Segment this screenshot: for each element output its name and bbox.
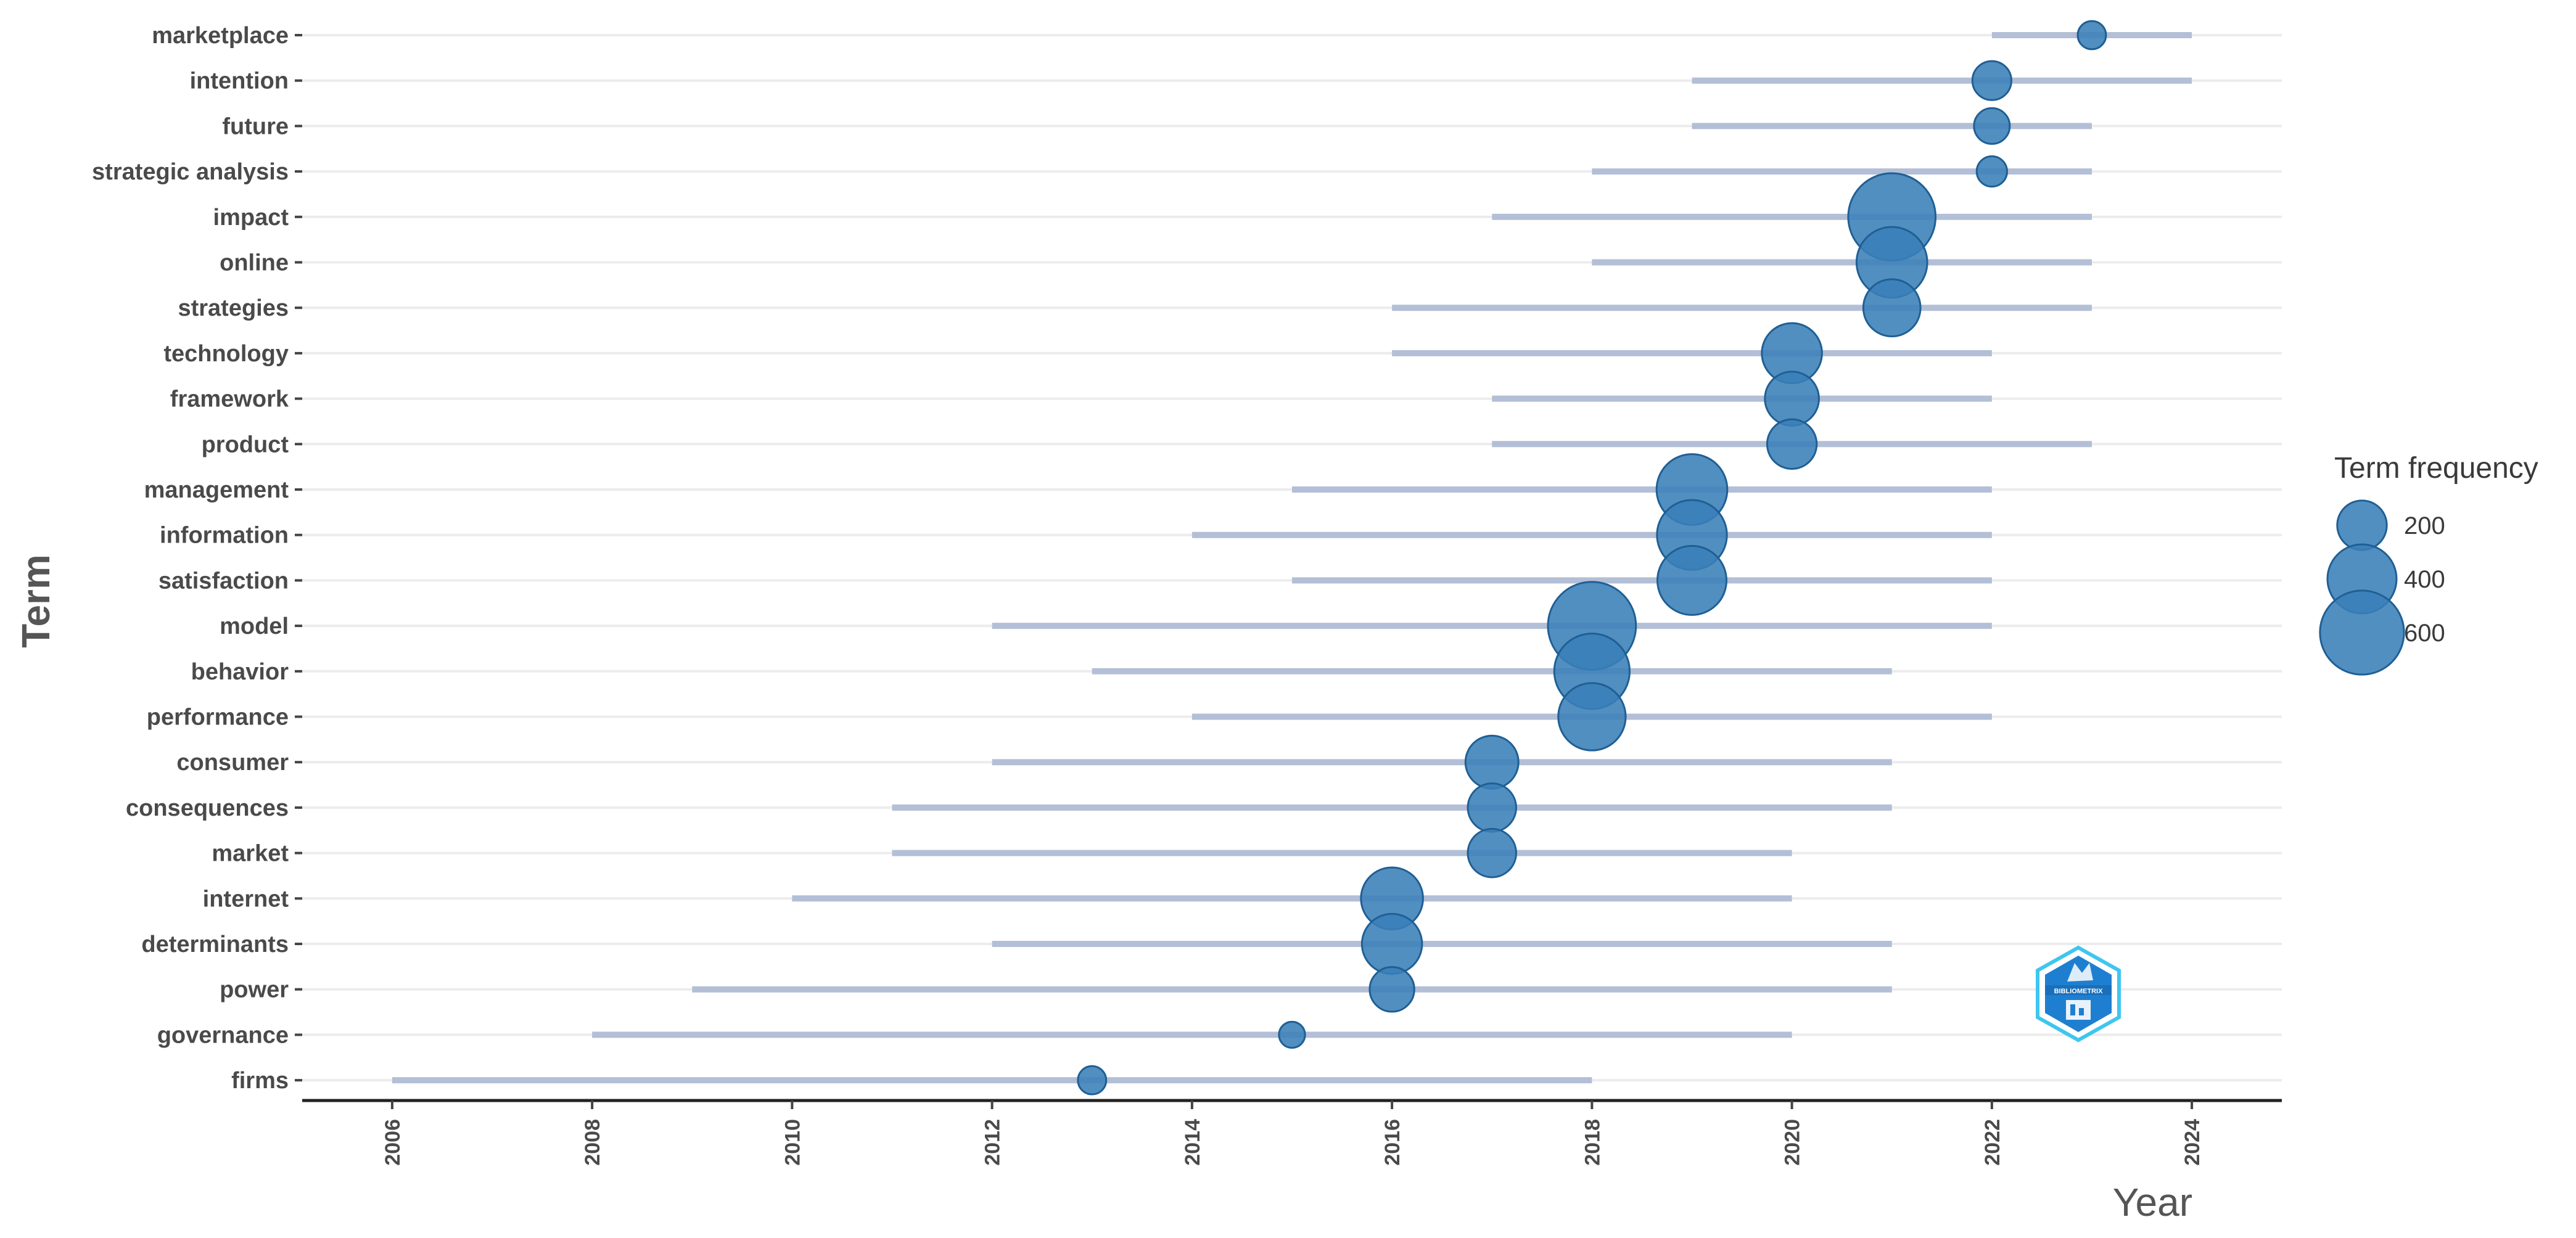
grid-lines <box>302 34 2282 1082</box>
point-framework <box>1764 371 1820 427</box>
y-axis-title: Term <box>14 554 58 648</box>
term-label-behavior: behavior <box>191 659 289 685</box>
legend-label-400: 400 <box>2404 566 2445 593</box>
point-satisfaction <box>1656 544 1727 616</box>
term-label-strategies: strategies <box>178 295 289 321</box>
point-consumer <box>1464 734 1520 790</box>
x-tick-label-2024: 2024 <box>2181 1119 2204 1166</box>
term-label-consumer: consumer <box>176 750 289 776</box>
term-label-determinants: determinants <box>141 932 289 957</box>
legend-key-600 <box>2319 589 2405 676</box>
x-axis: 2006 2008 2010 2012 2014 2016 2018 2020 2022 2024 <box>302 1099 2282 1166</box>
term-label-model: model <box>220 613 289 639</box>
point-consequences <box>1467 782 1517 833</box>
legend-key-200 <box>2336 499 2388 551</box>
term-label-management: management <box>144 477 289 503</box>
x-tick-label-2020: 2020 <box>1781 1119 1804 1166</box>
term-label-satisfaction: satisfaction <box>158 568 289 594</box>
point-governance <box>1278 1020 1306 1049</box>
point-performance <box>1557 682 1627 752</box>
term-label-performance: performance <box>147 705 289 731</box>
term-label-strategic-analysis: strategic analysis <box>92 159 289 185</box>
term-labels: marketplace intention future strategic anal… <box>92 23 302 1094</box>
logo-text: BIBLIOMETRIX <box>2054 988 2103 995</box>
point-future <box>1973 107 2011 145</box>
term-label-firms: firms <box>231 1068 289 1094</box>
x-tick-label-2022: 2022 <box>1981 1119 2004 1166</box>
term-label-power: power <box>220 977 289 1003</box>
term-label-online: online <box>220 250 289 276</box>
term-label-market: market <box>212 841 289 867</box>
legend-label-200: 200 <box>2404 512 2445 539</box>
x-tick-label-2016: 2016 <box>1381 1119 1404 1166</box>
x-axis-title: Year <box>2113 1180 2192 1224</box>
legend: Term frequency 200 400 600 <box>2319 452 2538 676</box>
term-label-impact: impact <box>213 205 289 231</box>
x-tick-label-2012: 2012 <box>981 1119 1005 1166</box>
term-label-marketplace: marketplace <box>152 23 289 49</box>
term-label-technology: technology <box>163 341 289 367</box>
bibliometrix-logo: BIBLIOMETRIX <box>2036 945 2121 1043</box>
median-points <box>1077 20 2107 1096</box>
x-tick-label-2006: 2006 <box>381 1119 405 1166</box>
term-label-future: future <box>222 113 289 139</box>
term-label-consequences: consequences <box>126 795 289 821</box>
point-determinants <box>1360 912 1423 975</box>
legend-title: Term frequency <box>2334 452 2538 485</box>
term-label-product: product <box>202 432 289 457</box>
term-label-intention: intention <box>190 68 289 94</box>
term-label-governance: governance <box>157 1022 289 1048</box>
term-label-information: information <box>160 523 289 549</box>
point-firms <box>1077 1065 1108 1096</box>
point-intention <box>1971 60 2012 101</box>
legend-label-600: 600 <box>2404 620 2445 647</box>
point-strategic-analysis <box>1975 155 2008 188</box>
x-tick-label-2008: 2008 <box>581 1119 604 1166</box>
term-label-framework: framework <box>170 387 289 412</box>
x-tick-label-2018: 2018 <box>1581 1119 1604 1166</box>
x-tick-label-2010: 2010 <box>781 1119 804 1166</box>
point-power <box>1368 966 1415 1013</box>
term-label-internet: internet <box>203 886 289 912</box>
x-tick-label-2014: 2014 <box>1181 1119 1204 1166</box>
point-market <box>1467 827 1517 879</box>
point-strategies <box>1862 278 1922 338</box>
point-product <box>1766 418 1818 470</box>
point-marketplace <box>2076 20 2107 51</box>
